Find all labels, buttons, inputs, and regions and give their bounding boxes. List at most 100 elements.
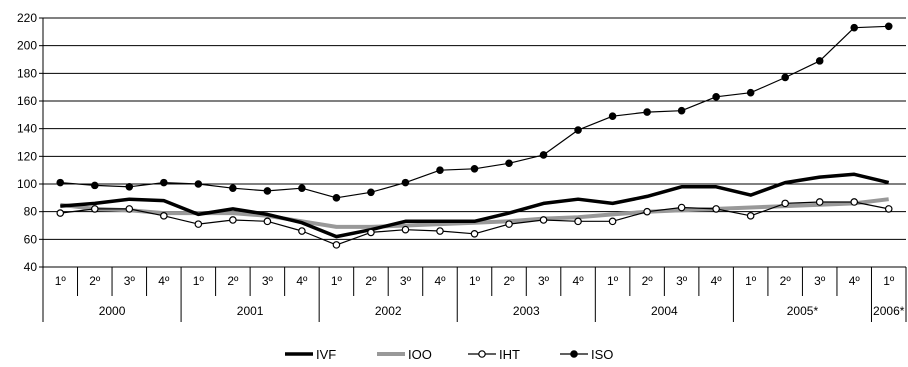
y-tick-label: 120 — [17, 149, 37, 163]
quarter-label: 4º — [573, 274, 585, 288]
legend-label: ISO — [591, 347, 613, 362]
series-lines — [56, 22, 893, 249]
year-label: 2001 — [237, 304, 264, 318]
data-point-iso — [505, 159, 513, 168]
y-tick-label: 100 — [17, 177, 37, 191]
data-point-iht — [608, 217, 617, 226]
data-point-iso — [677, 106, 686, 115]
quarter-label: 3º — [676, 274, 688, 288]
data-point-iso — [815, 57, 824, 65]
data-point-iso — [263, 187, 272, 195]
data-point-iso — [470, 164, 479, 173]
data-point-iso — [884, 22, 893, 31]
legend-label: IHT — [499, 347, 520, 362]
data-point-iso — [850, 23, 859, 32]
data-point-iso — [539, 151, 548, 159]
y-tick-label: 140 — [17, 122, 37, 136]
data-point-iht — [815, 198, 824, 206]
data-point-iht — [229, 216, 237, 224]
gridlines — [43, 17, 906, 268]
data-point-iht — [712, 205, 720, 213]
data-point-iso — [401, 178, 410, 187]
data-point-iht — [850, 198, 859, 206]
data-point-iso — [781, 73, 789, 82]
y-tick-label: 180 — [17, 66, 37, 80]
quarter-label: 4º — [434, 274, 446, 288]
y-tick-label: 200 — [17, 39, 37, 53]
data-point-iso — [746, 88, 755, 97]
quarter-label: 3º — [814, 274, 826, 288]
data-point-iso — [643, 108, 651, 116]
data-point-iht — [367, 228, 375, 237]
legend-label: IVF — [316, 347, 336, 362]
series-ivf — [60, 172, 890, 239]
data-point-iht — [160, 212, 168, 220]
legend-item-ioo: IOO — [377, 347, 432, 362]
year-label: 2006* — [873, 304, 905, 318]
legend-marker — [570, 350, 578, 358]
legend-item-ivf: IVF — [285, 347, 336, 362]
quarter-label: 2º — [503, 274, 515, 288]
year-label: 2003 — [513, 304, 540, 318]
data-point-iht — [263, 217, 272, 226]
series-line-ivf — [60, 172, 890, 239]
quarter-label: 4º — [158, 274, 170, 288]
x-axis: 1º 2º 3º 4º 1º 2º 3º 4º 1º 2º 3º 4º 1º 2º 3º 4º 1º 2º 3º 4º… — [42, 267, 907, 322]
data-point-iso — [298, 184, 306, 192]
data-point-iht — [505, 220, 513, 228]
data-point-iht — [125, 205, 134, 213]
data-point-iht — [56, 209, 65, 217]
data-point-iht — [436, 227, 444, 235]
legend-marker — [478, 350, 486, 358]
series-iht — [56, 198, 893, 249]
legend-item-iht: IHT — [468, 347, 520, 362]
data-point-iht — [574, 217, 582, 226]
data-point-iht — [539, 216, 548, 224]
quarter-label: 3º — [538, 274, 550, 288]
quarter-label: 3º — [124, 274, 136, 288]
data-point-iht — [643, 207, 651, 216]
quarter-label: 3º — [262, 274, 274, 288]
quarter-label: 1º — [469, 274, 481, 288]
data-point-iht — [194, 220, 203, 228]
quarter-label: 2º — [642, 274, 654, 288]
legend-label: IOO — [408, 347, 432, 362]
data-point-iso — [436, 166, 444, 174]
data-point-iht — [746, 212, 755, 220]
data-point-iso — [367, 188, 375, 197]
y-tick-label: 40 — [24, 260, 38, 274]
year-label: 2005* — [787, 304, 819, 318]
quarter-label: 2º — [89, 274, 101, 288]
y-tick-label: 220 — [17, 11, 37, 25]
data-point-iso — [56, 178, 65, 187]
data-point-iso — [125, 182, 134, 191]
y-axis: 40 60 80 100 120 140 160 180 200 220 — [17, 11, 44, 274]
quarter-label: 1º — [331, 274, 343, 288]
data-point-iso — [90, 181, 99, 190]
data-point-iso — [160, 178, 168, 187]
quarter-label: 2º — [365, 274, 377, 288]
quarter-label: 4º — [296, 274, 308, 288]
data-point-iso — [712, 93, 720, 101]
data-point-iso — [332, 194, 341, 202]
data-point-iht — [90, 205, 99, 213]
quarter-label: 1º — [607, 274, 619, 288]
quarter-label: 1º — [883, 274, 895, 288]
y-tick-label: 60 — [24, 232, 38, 246]
quarter-label: 1º — [193, 274, 205, 288]
data-point-iht — [401, 225, 410, 234]
data-point-iht — [884, 205, 893, 213]
data-point-iso — [229, 184, 237, 192]
data-point-iso — [574, 126, 582, 134]
data-point-iht — [298, 227, 306, 235]
data-point-iht — [470, 230, 479, 238]
data-point-iht — [781, 199, 789, 208]
legend-item-iso: ISO — [560, 347, 613, 362]
quarter-label: 1º — [55, 274, 67, 288]
quarter-label: 4º — [849, 274, 861, 288]
year-label: 2004 — [651, 304, 678, 318]
y-tick-label: 160 — [17, 94, 37, 108]
year-label: 2000 — [99, 304, 126, 318]
quarter-label: 2º — [227, 274, 239, 288]
